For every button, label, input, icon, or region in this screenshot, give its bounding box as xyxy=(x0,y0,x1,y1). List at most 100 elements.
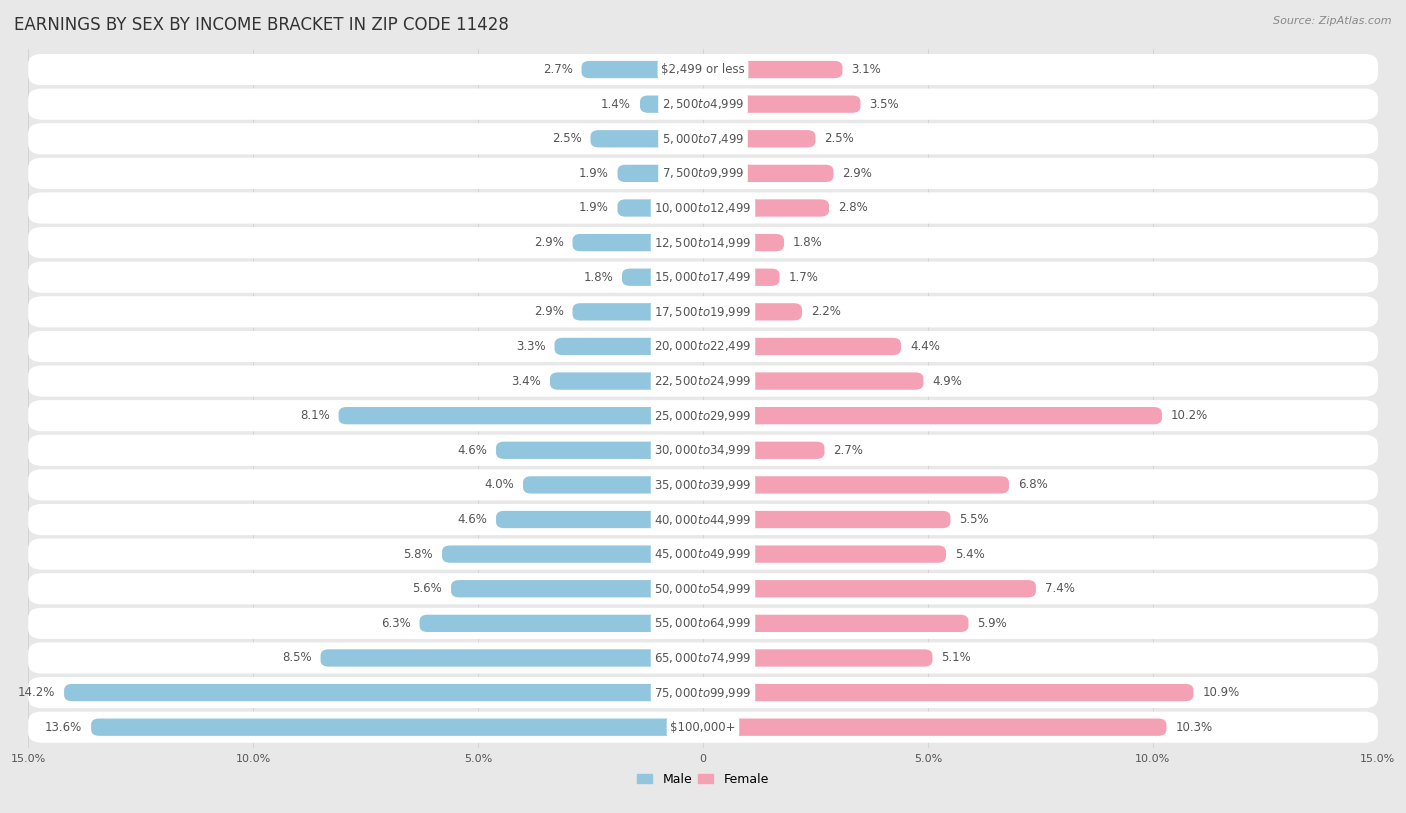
Text: 3.1%: 3.1% xyxy=(852,63,882,76)
Text: 3.3%: 3.3% xyxy=(516,340,546,353)
FancyBboxPatch shape xyxy=(28,400,1378,431)
Legend: Male, Female: Male, Female xyxy=(633,767,773,791)
FancyBboxPatch shape xyxy=(703,303,801,320)
Text: $100,000+: $100,000+ xyxy=(671,720,735,733)
Text: $25,000 to $29,999: $25,000 to $29,999 xyxy=(654,409,752,423)
Text: 14.2%: 14.2% xyxy=(18,686,55,699)
FancyBboxPatch shape xyxy=(321,650,703,667)
Text: $10,000 to $12,499: $10,000 to $12,499 xyxy=(654,201,752,215)
Text: 8.5%: 8.5% xyxy=(283,651,312,664)
FancyBboxPatch shape xyxy=(28,89,1378,120)
Text: 4.6%: 4.6% xyxy=(457,513,486,526)
FancyBboxPatch shape xyxy=(703,684,1194,702)
FancyBboxPatch shape xyxy=(703,580,1036,598)
Text: 2.9%: 2.9% xyxy=(842,167,872,180)
Text: $40,000 to $44,999: $40,000 to $44,999 xyxy=(654,512,752,527)
FancyBboxPatch shape xyxy=(91,719,703,736)
FancyBboxPatch shape xyxy=(703,546,946,563)
Text: 2.2%: 2.2% xyxy=(811,306,841,319)
FancyBboxPatch shape xyxy=(28,227,1378,259)
FancyBboxPatch shape xyxy=(572,303,703,320)
FancyBboxPatch shape xyxy=(554,337,703,355)
Text: 2.9%: 2.9% xyxy=(534,306,564,319)
FancyBboxPatch shape xyxy=(28,608,1378,639)
FancyBboxPatch shape xyxy=(621,268,703,286)
Text: 13.6%: 13.6% xyxy=(45,720,82,733)
Text: 3.5%: 3.5% xyxy=(869,98,898,111)
FancyBboxPatch shape xyxy=(572,234,703,251)
Text: 5.5%: 5.5% xyxy=(959,513,988,526)
Text: 5.6%: 5.6% xyxy=(412,582,441,595)
Text: 2.8%: 2.8% xyxy=(838,202,868,215)
FancyBboxPatch shape xyxy=(591,130,703,147)
Text: 1.8%: 1.8% xyxy=(793,236,823,249)
FancyBboxPatch shape xyxy=(703,95,860,113)
FancyBboxPatch shape xyxy=(28,158,1378,189)
Text: 1.9%: 1.9% xyxy=(579,167,609,180)
FancyBboxPatch shape xyxy=(28,435,1378,466)
Text: 10.3%: 10.3% xyxy=(1175,720,1212,733)
Text: $17,500 to $19,999: $17,500 to $19,999 xyxy=(654,305,752,319)
Text: $2,500 to $4,999: $2,500 to $4,999 xyxy=(662,98,744,111)
FancyBboxPatch shape xyxy=(703,130,815,147)
Text: 4.6%: 4.6% xyxy=(457,444,486,457)
FancyBboxPatch shape xyxy=(28,54,1378,85)
FancyBboxPatch shape xyxy=(451,580,703,598)
FancyBboxPatch shape xyxy=(582,61,703,78)
Text: 6.3%: 6.3% xyxy=(381,617,411,630)
FancyBboxPatch shape xyxy=(703,199,830,216)
FancyBboxPatch shape xyxy=(28,677,1378,708)
Text: 2.7%: 2.7% xyxy=(834,444,863,457)
FancyBboxPatch shape xyxy=(28,124,1378,154)
Text: 1.4%: 1.4% xyxy=(602,98,631,111)
Text: Source: ZipAtlas.com: Source: ZipAtlas.com xyxy=(1274,16,1392,26)
FancyBboxPatch shape xyxy=(703,61,842,78)
FancyBboxPatch shape xyxy=(496,511,703,528)
Text: 5.1%: 5.1% xyxy=(942,651,972,664)
Text: 4.0%: 4.0% xyxy=(484,478,515,491)
Text: $35,000 to $39,999: $35,000 to $39,999 xyxy=(654,478,752,492)
Text: 1.9%: 1.9% xyxy=(579,202,609,215)
FancyBboxPatch shape xyxy=(339,407,703,424)
FancyBboxPatch shape xyxy=(703,268,779,286)
FancyBboxPatch shape xyxy=(703,615,969,632)
FancyBboxPatch shape xyxy=(28,193,1378,224)
Text: $22,500 to $24,999: $22,500 to $24,999 xyxy=(654,374,752,388)
FancyBboxPatch shape xyxy=(28,711,1378,743)
FancyBboxPatch shape xyxy=(703,441,824,459)
Text: 5.4%: 5.4% xyxy=(955,548,984,561)
FancyBboxPatch shape xyxy=(419,615,703,632)
Text: $7,500 to $9,999: $7,500 to $9,999 xyxy=(662,167,744,180)
FancyBboxPatch shape xyxy=(65,684,703,702)
Text: 4.4%: 4.4% xyxy=(910,340,939,353)
FancyBboxPatch shape xyxy=(703,165,834,182)
Text: 4.9%: 4.9% xyxy=(932,375,962,388)
Text: 3.4%: 3.4% xyxy=(512,375,541,388)
Text: $50,000 to $54,999: $50,000 to $54,999 xyxy=(654,582,752,596)
FancyBboxPatch shape xyxy=(640,95,703,113)
Text: 2.9%: 2.9% xyxy=(534,236,564,249)
FancyBboxPatch shape xyxy=(28,642,1378,673)
FancyBboxPatch shape xyxy=(703,234,785,251)
FancyBboxPatch shape xyxy=(703,511,950,528)
Text: $20,000 to $22,499: $20,000 to $22,499 xyxy=(654,340,752,354)
FancyBboxPatch shape xyxy=(703,372,924,389)
Text: $15,000 to $17,499: $15,000 to $17,499 xyxy=(654,270,752,285)
FancyBboxPatch shape xyxy=(550,372,703,389)
Text: $30,000 to $34,999: $30,000 to $34,999 xyxy=(654,443,752,457)
Text: 8.1%: 8.1% xyxy=(299,409,329,422)
Text: 5.9%: 5.9% xyxy=(977,617,1007,630)
FancyBboxPatch shape xyxy=(703,476,1010,493)
Text: $65,000 to $74,999: $65,000 to $74,999 xyxy=(654,651,752,665)
FancyBboxPatch shape xyxy=(703,650,932,667)
FancyBboxPatch shape xyxy=(28,538,1378,570)
Text: 1.8%: 1.8% xyxy=(583,271,613,284)
FancyBboxPatch shape xyxy=(617,165,703,182)
Text: 1.7%: 1.7% xyxy=(789,271,818,284)
Text: $55,000 to $64,999: $55,000 to $64,999 xyxy=(654,616,752,630)
Text: 5.8%: 5.8% xyxy=(404,548,433,561)
FancyBboxPatch shape xyxy=(441,546,703,563)
Text: 10.9%: 10.9% xyxy=(1202,686,1240,699)
FancyBboxPatch shape xyxy=(496,441,703,459)
FancyBboxPatch shape xyxy=(28,331,1378,362)
